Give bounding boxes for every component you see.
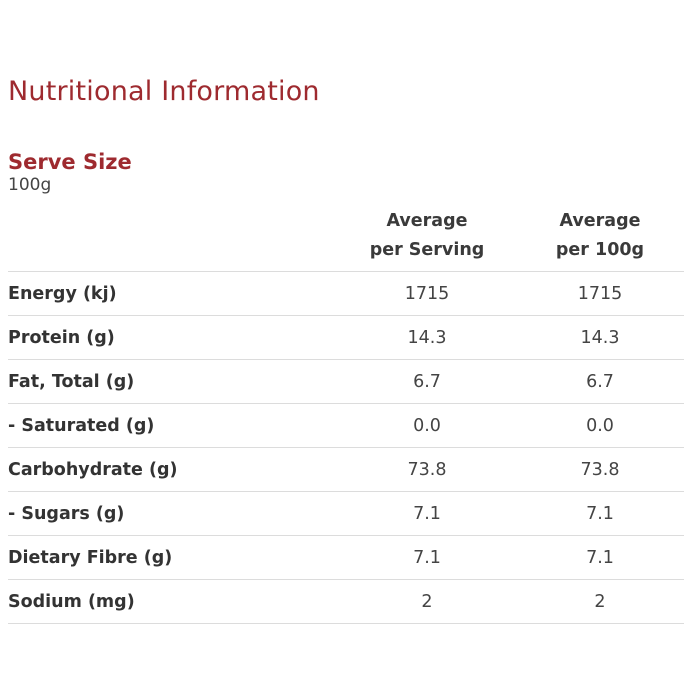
header-per-100g-line-1: Average (559, 211, 641, 231)
table-row: Energy (kj) 1715 1715 (8, 271, 684, 316)
value-per-serving: 6.7 (338, 359, 516, 404)
table-row: Carbohydrate (g) 73.8 73.8 (8, 447, 684, 492)
nutrient-name: Sodium (mg) (8, 579, 338, 624)
nutrient-name: Carbohydrate (g) (8, 447, 338, 492)
nutrient-name: Dietary Fibre (g) (8, 535, 338, 580)
value-per-100g: 7.1 (516, 535, 684, 580)
serve-size-heading: Serve Size (8, 150, 132, 175)
nutrient-name: - Sugars (g) (8, 491, 338, 536)
value-per-100g: 73.8 (516, 447, 684, 492)
table-row: Dietary Fibre (g) 7.1 7.1 (8, 535, 684, 580)
value-per-100g: 0.0 (516, 403, 684, 448)
header-per-100g: Average per 100g (516, 206, 684, 272)
value-per-serving: 0.0 (338, 403, 516, 448)
serve-size-value: 100g (8, 175, 52, 195)
value-per-100g: 2 (516, 579, 684, 624)
header-per-serving-line-1: Average (386, 211, 468, 231)
header-per-serving: Average per Serving (338, 206, 516, 272)
value-per-serving: 14.3 (338, 315, 516, 360)
table-header-row: Average per Serving Average per 100g (8, 206, 684, 272)
nutrient-name: Fat, Total (g) (8, 359, 338, 404)
nutrition-table: Average per Serving Average per 100g Ene… (8, 206, 684, 624)
nutrient-name: Energy (kj) (8, 271, 338, 316)
value-per-serving: 7.1 (338, 535, 516, 580)
page-title: Nutritional Information (8, 76, 320, 108)
table-row: - Sugars (g) 7.1 7.1 (8, 491, 684, 536)
value-per-serving: 7.1 (338, 491, 516, 536)
table-row: Sodium (mg) 2 2 (8, 579, 684, 624)
nutrient-name: Protein (g) (8, 315, 338, 360)
header-per-serving-line-2: per Serving (369, 240, 485, 260)
value-per-100g: 6.7 (516, 359, 684, 404)
header-nutrient-blank (8, 206, 338, 272)
table-row: Protein (g) 14.3 14.3 (8, 315, 684, 360)
value-per-100g: 7.1 (516, 491, 684, 536)
header-per-100g-line-2: per 100g (555, 240, 645, 260)
value-per-100g: 1715 (516, 271, 684, 316)
value-per-serving: 73.8 (338, 447, 516, 492)
nutrient-name: - Saturated (g) (8, 403, 338, 448)
value-per-100g: 14.3 (516, 315, 684, 360)
table-row: - Saturated (g) 0.0 0.0 (8, 403, 684, 448)
value-per-serving: 1715 (338, 271, 516, 316)
value-per-serving: 2 (338, 579, 516, 624)
table-row: Fat, Total (g) 6.7 6.7 (8, 359, 684, 404)
